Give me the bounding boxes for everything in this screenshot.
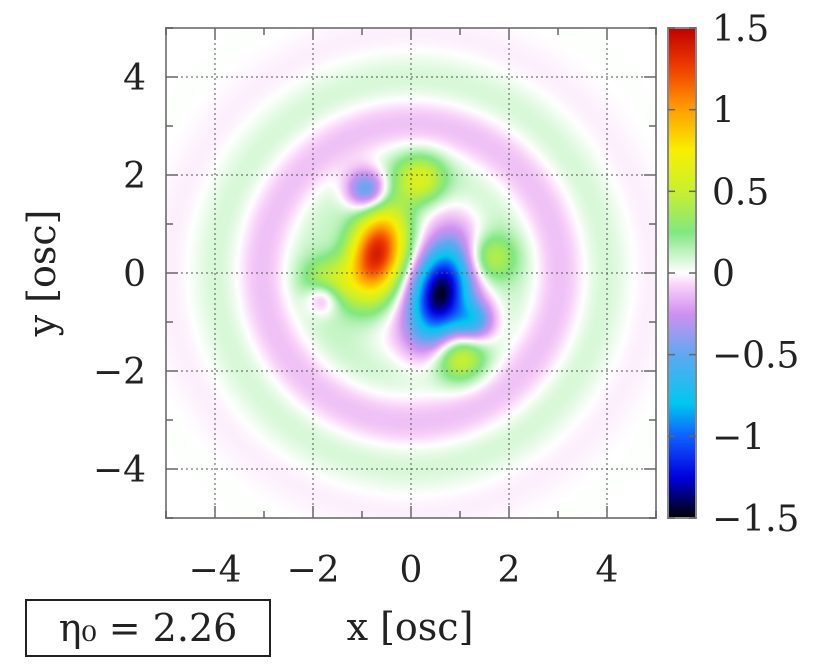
colorbar-tick-label: −1.5 — [712, 499, 799, 540]
y-tick-label: 0 — [123, 254, 146, 295]
colorbar-tick-label: 1.5 — [712, 9, 769, 50]
colorbar-tick-label: −0.5 — [712, 336, 799, 377]
annotation-text: η₀ = 2.26 — [59, 606, 238, 650]
y-axis-label: y [osc] — [20, 210, 64, 338]
colorbar-tick-labels: 1.5 1 0.5 0 −0.5 −1 −1.5 — [712, 9, 799, 540]
axis-ticks — [165, 27, 657, 519]
colorbar-tick-label: 1 — [712, 91, 735, 132]
annotation-box — [25, 599, 271, 657]
parameter-annotation: η₀ = 2.26 — [25, 599, 271, 657]
colorbar-ticks — [668, 27, 696, 519]
y-tick-labels: −4 −2 0 2 4 — [93, 58, 146, 491]
x-tick-label: 2 — [498, 550, 521, 591]
x-tick-label: −4 — [188, 550, 241, 591]
y-tick-label: 4 — [123, 58, 146, 99]
colorbar-tick-label: 0.5 — [712, 172, 769, 213]
x-tick-labels: −4 −2 0 2 4 — [188, 550, 618, 591]
x-tick-label: 4 — [596, 550, 619, 591]
colorbar-tick-label: −1 — [712, 417, 765, 458]
colorbar-tick-label: 0 — [712, 254, 735, 295]
x-tick-label: 0 — [400, 550, 423, 591]
y-tick-label: −2 — [93, 352, 146, 393]
y-tick-label: 2 — [123, 156, 146, 197]
x-axis-label: x [osc] — [347, 605, 474, 649]
colorbar: 1.5 1 0.5 0 −0.5 −1 −1.5 — [667, 9, 799, 540]
x-tick-label: −2 — [286, 550, 339, 591]
grid-lines — [166, 28, 656, 518]
y-tick-label: −4 — [93, 450, 146, 491]
